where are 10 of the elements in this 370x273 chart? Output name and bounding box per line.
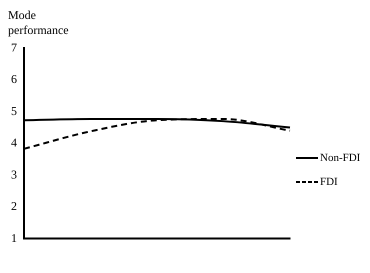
y-tick-label: 3: [11, 167, 17, 182]
y-tick-label: 6: [11, 72, 17, 86]
y-tick-label: 7: [11, 40, 17, 54]
legend-label: FDI: [320, 176, 338, 188]
y-tick-label: 1: [11, 230, 17, 245]
y-tick-label: 2: [11, 199, 17, 214]
y-tick-label: 4: [11, 136, 17, 150]
y-axis-title: Mode performance: [8, 8, 70, 38]
y-tick-label: 5: [11, 104, 17, 118]
legend-label: Non-FDI: [320, 152, 360, 164]
